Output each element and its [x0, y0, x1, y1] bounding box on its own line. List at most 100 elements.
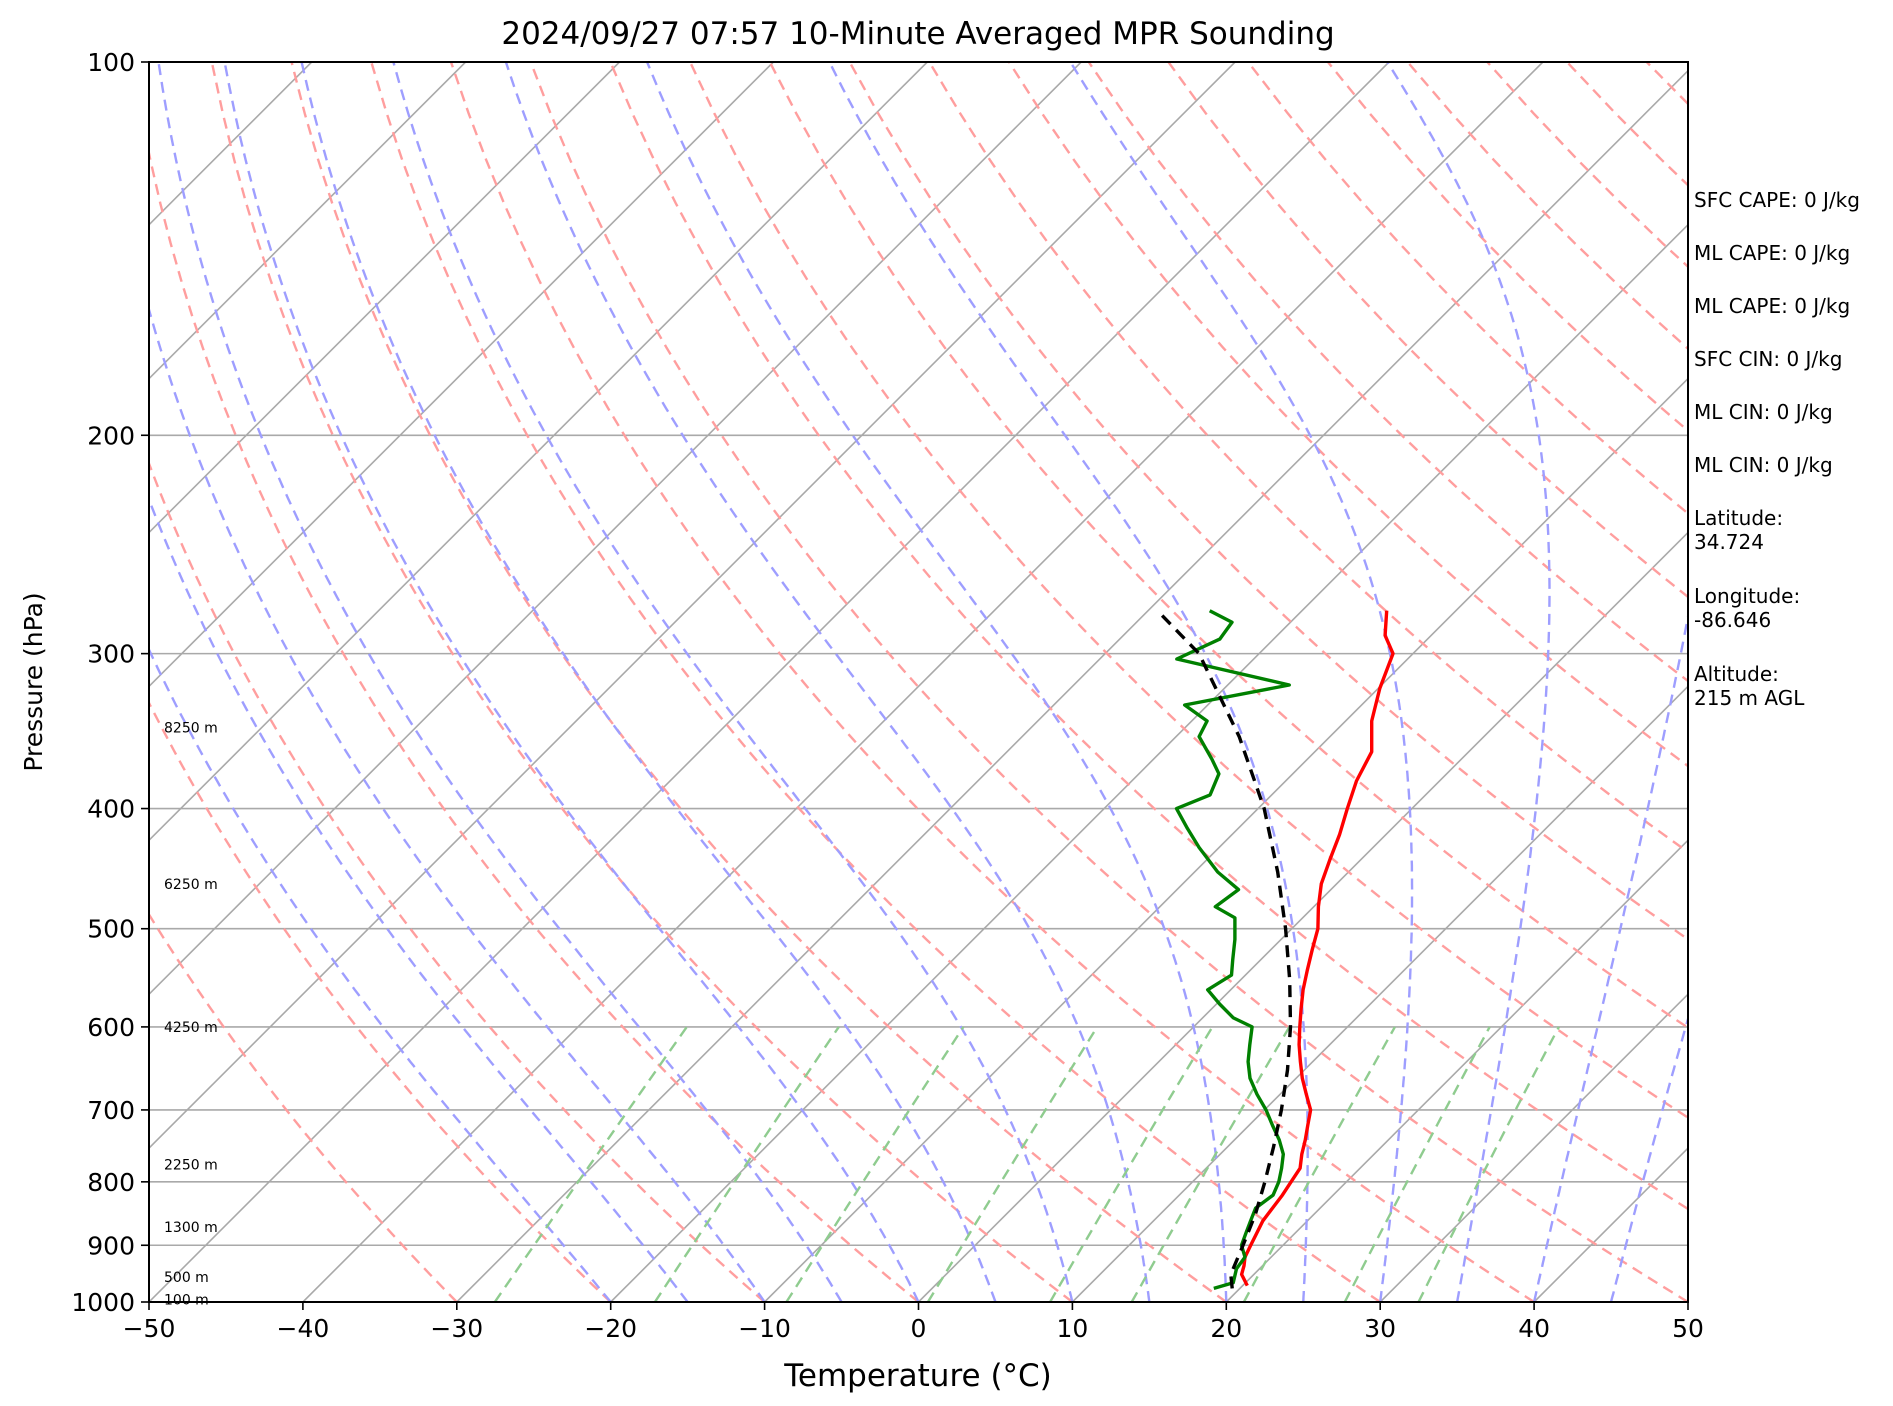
y-tick-label: 400 — [87, 795, 135, 824]
dry-adiabat — [149, 147, 920, 1302]
dry-adiabat — [449, 62, 1535, 1302]
isotherm-line — [149, 62, 621, 534]
sounding-info-panel: SFC CAPE: 0 J/kg ML CAPE: 0 J/kg ML CAPE… — [1694, 188, 1884, 740]
mixing-ratio-line — [653, 1026, 840, 1302]
moist-adiabat — [1069, 62, 1414, 1302]
dry-adiabat — [370, 62, 1381, 1302]
moist-adiabat — [223, 62, 920, 1302]
x-tick-label: 20 — [1210, 1314, 1242, 1343]
isotherm-line — [149, 62, 1390, 1302]
height-label: 2250 m — [164, 1158, 218, 1174]
moist-adiabat — [1532, 610, 1688, 1302]
isotherm-line — [1379, 993, 1688, 1302]
moist-adiabat — [149, 305, 766, 1302]
moist-adiabat — [300, 62, 997, 1302]
height-label: 6250 m — [164, 877, 218, 893]
isotherm-line — [1071, 685, 1688, 1302]
moist-adiabat — [828, 62, 1309, 1302]
moist-adiabat — [504, 62, 1151, 1302]
x-tick-label: 40 — [1518, 1314, 1550, 1343]
dry-adiabat — [149, 700, 612, 1302]
dry-adiabat — [609, 62, 1688, 1211]
height-label: 1300 m — [164, 1220, 218, 1236]
isotherm-line — [149, 62, 467, 380]
isotherm-line — [149, 62, 1082, 996]
temperature-profile — [1239, 610, 1395, 1287]
info-latitude: Latitude: 34.724 — [1694, 506, 1784, 554]
x-tick-label: 30 — [1364, 1314, 1396, 1343]
moist-adiabat — [645, 62, 1228, 1302]
mixing-ratio-line — [1417, 1026, 1560, 1302]
info-longitude: Longitude: -86.646 — [1694, 584, 1801, 632]
moist-adiabat — [392, 62, 1074, 1302]
y-tick-label: 600 — [87, 1013, 135, 1042]
x-tick-label: −40 — [277, 1314, 330, 1343]
dry-adiabat — [928, 62, 1688, 854]
dry-adiabat — [1087, 62, 1688, 683]
isotherm-line — [917, 531, 1688, 1302]
moist-adiabat — [149, 646, 612, 1302]
moist-adiabat — [149, 496, 689, 1302]
mixing-ratio-line — [926, 1026, 1099, 1302]
y-tick-label: 900 — [87, 1231, 135, 1260]
isotherm-line — [1225, 839, 1688, 1302]
moist-adiabat — [157, 62, 843, 1302]
x-axis-label: Temperature (°C) — [783, 1358, 1052, 1394]
height-label: 4250 m — [164, 1020, 218, 1036]
info-ml-cape: ML CAPE: 0 J/kg — [1694, 241, 1851, 265]
y-tick-label: 1000 — [71, 1288, 135, 1317]
info-sfc-cape: SFC CAPE: 0 J/kg — [1694, 188, 1860, 212]
info-ml-cin-2: ML CIN: 0 J/kg — [1694, 453, 1833, 477]
moist-adiabat — [1386, 62, 1551, 1302]
isotherm-line — [610, 223, 1688, 1302]
y-tick-label: 800 — [87, 1168, 135, 1197]
background-lines — [149, 62, 1688, 1302]
info-altitude: Altitude: 215 m AGL — [1694, 662, 1805, 710]
isotherm-line — [302, 62, 1544, 1302]
chart-title: 2024/09/27 07:57 10-Minute Averaged MPR … — [501, 16, 1334, 52]
y-tick-label: 200 — [87, 421, 135, 450]
moist-adiabat — [1609, 1014, 1688, 1302]
x-tick-label: 0 — [911, 1314, 927, 1343]
x-tick-label: −10 — [738, 1314, 791, 1343]
isotherm-line — [149, 62, 1236, 1150]
dry-adiabat — [689, 62, 1688, 1120]
height-labels: 100 m 500 m 1300 m 2250 m 4250 m 6250 m 8250 m — [164, 720, 218, 1308]
isotherm-line — [149, 62, 774, 688]
isotherm-line — [456, 69, 1688, 1302]
height-label: 100 m — [164, 1292, 209, 1308]
y-tick-label: 300 — [87, 640, 135, 669]
dry-adiabat — [768, 62, 1688, 1030]
dry-adiabat — [529, 62, 1688, 1302]
mixing-ratio-line — [1242, 1026, 1396, 1302]
x-tick-label: 10 — [1056, 1314, 1088, 1343]
y-axis: 100 200 300 400 500 600 700 800 900 1000 — [71, 48, 149, 1317]
mixing-ratio-line — [493, 1026, 688, 1302]
parcel-profile — [1156, 609, 1293, 1289]
x-tick-label: 50 — [1672, 1314, 1704, 1343]
info-ml-cape-2: ML CAPE: 0 J/kg — [1694, 294, 1851, 318]
mixing-ratio-line — [1049, 1026, 1214, 1302]
x-axis: −50 −40 −30 −20 −10 0 10 20 30 40 50 — [123, 1302, 1704, 1343]
height-label: 8250 m — [164, 720, 218, 736]
y-tick-label: 100 — [87, 48, 135, 77]
dry-adiabat — [290, 62, 1228, 1302]
y-tick-label: 500 — [87, 915, 135, 944]
dry-adiabat — [210, 62, 1074, 1302]
mixing-ratio-line — [1343, 1026, 1491, 1302]
y-tick-label: 700 — [87, 1096, 135, 1125]
info-ml-cin: ML CIN: 0 J/kg — [1694, 400, 1833, 424]
isotherm-line — [149, 62, 928, 842]
mixing-ratio-line — [1130, 1026, 1291, 1302]
dry-adiabat — [848, 62, 1688, 941]
x-tick-label: −50 — [123, 1314, 176, 1343]
mixing-ratio-line — [785, 1026, 965, 1302]
x-tick-label: −30 — [430, 1314, 483, 1343]
y-axis-label: Pressure (hPa) — [19, 592, 48, 771]
height-label: 500 m — [164, 1270, 209, 1286]
sounding-profiles — [1156, 609, 1395, 1291]
isotherm-line — [764, 377, 1688, 1302]
info-sfc-cin: SFC CIN: 0 J/kg — [1694, 347, 1843, 371]
x-tick-label: −20 — [584, 1314, 637, 1343]
